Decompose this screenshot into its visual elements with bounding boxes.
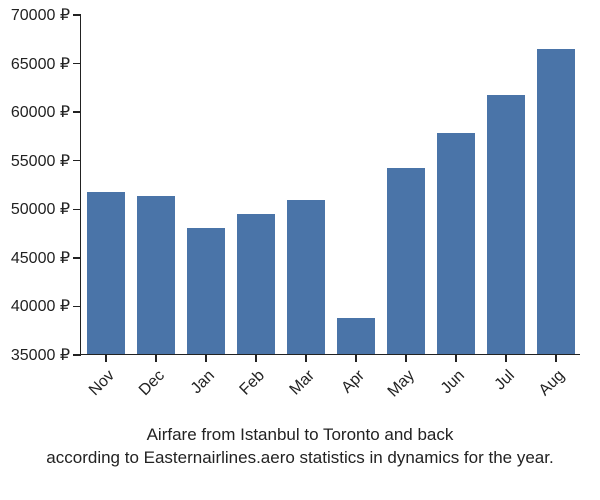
x-tick (105, 354, 107, 362)
x-tick (255, 354, 257, 362)
x-tick (505, 354, 507, 362)
y-tick (73, 63, 81, 65)
y-axis-label: 55000 ₽ (11, 151, 70, 171)
x-axis-label: May (378, 367, 419, 408)
x-tick (305, 354, 307, 362)
x-tick (155, 354, 157, 362)
bar (537, 49, 575, 354)
y-axis-label: 65000 ₽ (11, 54, 70, 74)
y-tick (73, 209, 81, 211)
bar (137, 196, 175, 354)
y-tick (73, 257, 81, 259)
x-axis-label: Jul (478, 367, 519, 408)
y-tick (73, 306, 81, 308)
bar (287, 200, 325, 354)
x-axis-label: Dec (128, 367, 169, 408)
x-tick (405, 354, 407, 362)
bar (87, 192, 125, 354)
y-axis-label: 40000 ₽ (11, 296, 70, 316)
x-tick (455, 354, 457, 362)
bar (187, 228, 225, 354)
bar (337, 318, 375, 354)
x-axis-label: Jun (428, 367, 469, 408)
caption-line-2: according to Easternairlines.aero statis… (46, 448, 553, 467)
x-axis-label: Mar (278, 367, 319, 408)
y-axis-label: 35000 ₽ (11, 345, 70, 365)
x-tick (355, 354, 357, 362)
y-tick (73, 14, 81, 16)
chart-caption: Airfare from Istanbul to Toronto and bac… (0, 424, 600, 470)
bar (487, 95, 525, 354)
caption-line-1: Airfare from Istanbul to Toronto and bac… (147, 425, 454, 444)
x-axis-label: Aug (528, 367, 569, 408)
x-axis-label: Jan (178, 367, 219, 408)
x-tick (205, 354, 207, 362)
y-axis-label: 45000 ₽ (11, 248, 70, 268)
y-axis-label: 70000 ₽ (11, 5, 70, 25)
bar (387, 168, 425, 355)
x-tick (555, 354, 557, 362)
y-tick (73, 354, 81, 356)
y-tick (73, 111, 81, 113)
x-axis-label: Apr (328, 367, 369, 408)
bar-chart: NovDecJanFebMarAprMayJunJulAug 35000 ₽40… (80, 15, 580, 355)
bar (437, 133, 475, 354)
plot-area: NovDecJanFebMarAprMayJunJulAug (80, 15, 580, 355)
x-axis-label: Feb (228, 367, 269, 408)
bar (237, 214, 275, 354)
y-axis-label: 60000 ₽ (11, 102, 70, 122)
y-tick (73, 160, 81, 162)
y-axis-label: 50000 ₽ (11, 199, 70, 219)
x-axis-label: Nov (78, 367, 119, 408)
